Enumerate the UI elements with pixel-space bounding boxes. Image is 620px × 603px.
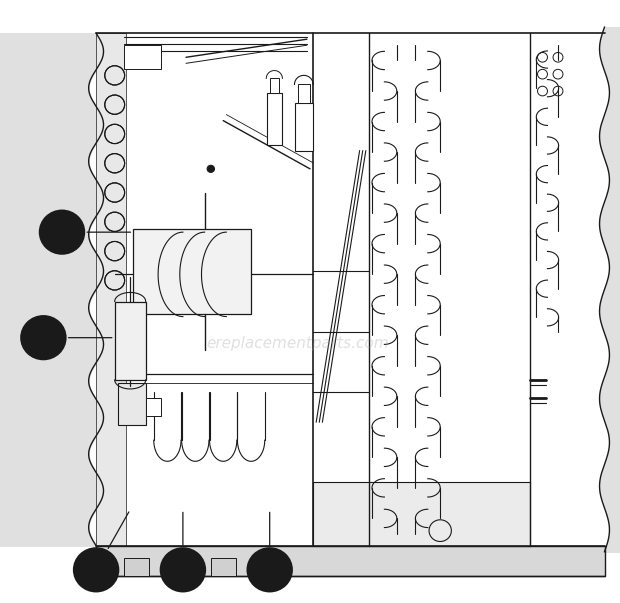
Bar [313, 482, 530, 546]
Bar [267, 93, 282, 145]
Bar [294, 103, 313, 151]
Bar [118, 383, 146, 425]
Bar [254, 558, 279, 576]
Bar [124, 558, 149, 576]
Bar [211, 558, 236, 576]
Circle shape [161, 548, 205, 592]
Circle shape [21, 316, 66, 359]
Text: ereplacementparts.com: ereplacementparts.com [206, 336, 389, 351]
Text: 34: 34 [52, 225, 72, 239]
Bar [167, 558, 192, 576]
Bar [115, 302, 146, 380]
Bar [96, 546, 604, 576]
Circle shape [247, 548, 292, 592]
Bar [146, 398, 161, 416]
Bar [270, 78, 279, 93]
Bar [133, 229, 251, 314]
Text: 31: 31 [86, 563, 106, 577]
Bar [96, 33, 604, 546]
Circle shape [207, 165, 215, 172]
Text: 36: 36 [173, 563, 193, 577]
Circle shape [74, 548, 118, 592]
Text: 37: 37 [260, 563, 280, 577]
Bar [124, 45, 161, 69]
Text: 57: 57 [33, 330, 53, 345]
Bar [96, 33, 126, 546]
Bar [298, 84, 310, 103]
Circle shape [40, 210, 84, 254]
